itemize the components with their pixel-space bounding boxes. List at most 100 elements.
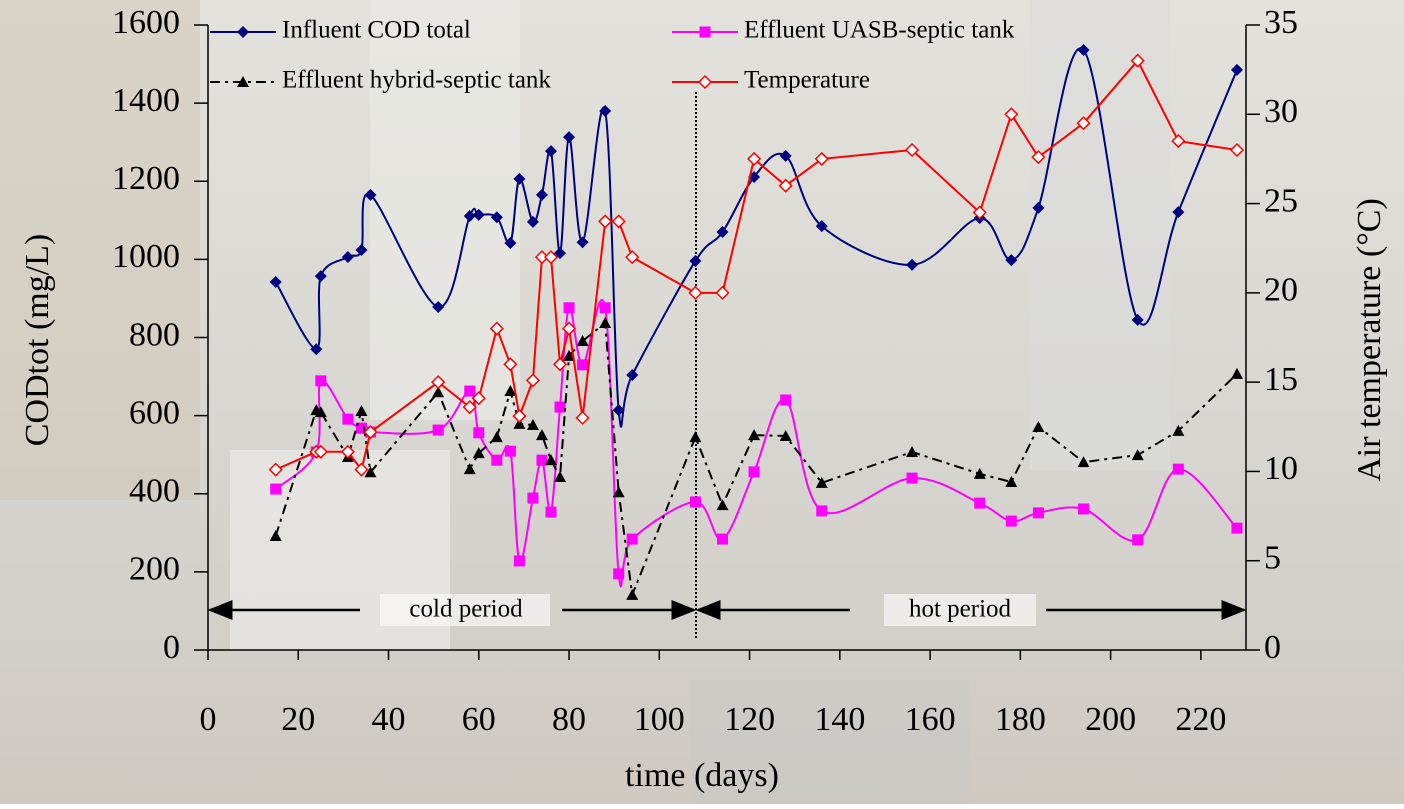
- point: [513, 172, 526, 185]
- point: [504, 385, 517, 397]
- point: [689, 254, 702, 267]
- point: [270, 483, 282, 495]
- background-photo: [0, 0, 200, 500]
- point: [269, 276, 282, 289]
- point: [489, 321, 504, 336]
- point: [626, 533, 638, 545]
- point: [552, 357, 568, 372]
- point: [554, 470, 567, 482]
- point: [536, 454, 548, 466]
- point: [1076, 116, 1091, 131]
- point: [471, 391, 486, 406]
- x-tick-label: 0: [200, 701, 217, 738]
- point: [689, 496, 701, 508]
- point: [472, 208, 485, 221]
- point: [543, 250, 559, 265]
- x-tick-label: 80: [552, 701, 586, 738]
- point: [472, 447, 485, 459]
- y2-tick-label: 5: [1264, 540, 1281, 577]
- legend-marker: [699, 26, 711, 38]
- point: [526, 419, 539, 430]
- x-tick-label: 220: [1175, 701, 1226, 738]
- point: [576, 335, 589, 347]
- point: [364, 188, 377, 201]
- point: [1078, 503, 1090, 515]
- y2-axis-title: Air temperature (°C): [1351, 198, 1388, 482]
- point: [626, 369, 639, 381]
- point: [780, 394, 792, 406]
- legend-label: Influent COD total: [282, 17, 471, 44]
- point: [906, 258, 919, 271]
- point: [462, 400, 477, 415]
- x-tick-label: 100: [634, 701, 685, 738]
- point: [269, 529, 282, 541]
- y-tick-label: 1200: [112, 160, 180, 197]
- series-line: [274, 321, 1238, 599]
- point: [598, 214, 613, 229]
- point: [527, 492, 539, 504]
- point: [432, 301, 445, 314]
- point: [544, 454, 557, 466]
- point: [748, 429, 761, 441]
- point: [1172, 206, 1185, 219]
- point: [778, 178, 793, 193]
- x-tick-label: 140: [814, 701, 865, 738]
- legend-label: Temperature: [744, 67, 870, 94]
- point: [1032, 507, 1044, 519]
- point: [1229, 142, 1245, 158]
- point: [314, 406, 327, 418]
- y2-tick-label: 25: [1264, 182, 1298, 219]
- point: [1131, 313, 1144, 326]
- x-tick-label: 200: [1085, 701, 1136, 738]
- point: [716, 533, 728, 545]
- point: [504, 445, 516, 457]
- point: [716, 499, 729, 511]
- legend-marker: [697, 74, 713, 90]
- point: [613, 568, 625, 580]
- point: [268, 462, 283, 477]
- x-tick-label: 20: [281, 701, 315, 738]
- point: [1231, 522, 1243, 534]
- point: [1005, 515, 1017, 527]
- x-tick-label: 180: [995, 701, 1046, 738]
- point: [355, 422, 367, 434]
- point: [1032, 201, 1045, 214]
- point: [473, 427, 485, 439]
- point: [544, 145, 557, 158]
- annotation: hot period: [909, 596, 1012, 623]
- annotation: cold period: [409, 596, 523, 623]
- point: [431, 375, 446, 390]
- point: [625, 250, 640, 265]
- point: [525, 373, 540, 388]
- point: [314, 270, 327, 283]
- y2-tick-label: 30: [1264, 93, 1298, 130]
- point: [599, 317, 612, 329]
- background-photo: [370, 0, 520, 420]
- point: [715, 285, 730, 300]
- point: [575, 410, 590, 425]
- point: [611, 214, 626, 229]
- point: [526, 215, 539, 228]
- point: [463, 210, 476, 223]
- point: [310, 343, 323, 356]
- point: [1230, 63, 1243, 76]
- point: [342, 413, 354, 425]
- point: [561, 321, 577, 336]
- point: [816, 505, 828, 517]
- point: [779, 429, 792, 441]
- point: [490, 431, 503, 443]
- label-bg: [380, 594, 550, 626]
- point: [563, 131, 576, 144]
- y2-tick-label: 20: [1264, 272, 1298, 309]
- point: [491, 454, 503, 466]
- point: [689, 431, 702, 443]
- x-tick-label: 160: [905, 701, 956, 738]
- point: [1132, 534, 1144, 546]
- point: [563, 349, 576, 361]
- point: [355, 244, 368, 256]
- x-tick-label: 120: [724, 701, 775, 738]
- y-tick-label: 600: [129, 394, 180, 431]
- y-axis-title: CODtot (mg/L): [19, 234, 56, 446]
- y-tick-label: 800: [129, 316, 180, 353]
- point: [612, 404, 625, 417]
